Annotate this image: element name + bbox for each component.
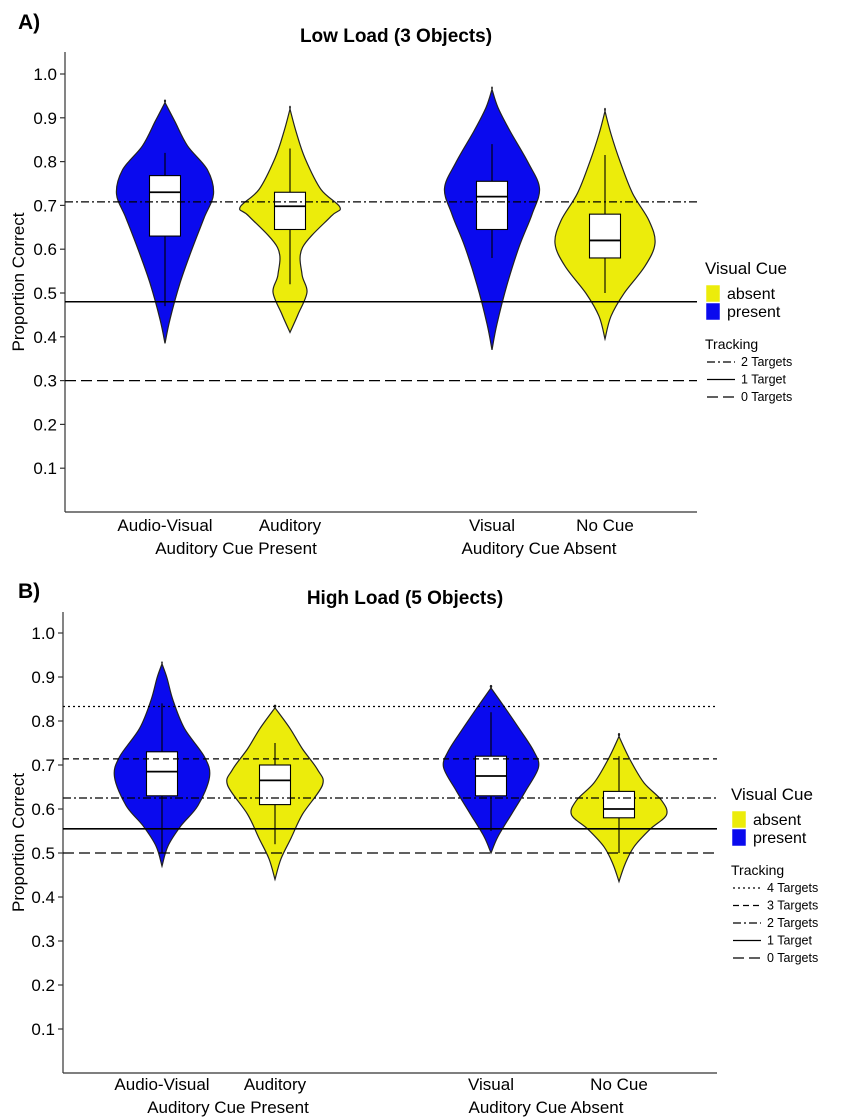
y-tick-label: 0.2 [31, 976, 55, 995]
tracking-legend-label: 1 Target [741, 373, 786, 387]
tracking-legend-label: 0 Targets [741, 390, 792, 404]
legend-title: Visual Cue [731, 785, 813, 804]
legend-label: present [753, 830, 807, 847]
legend-label: absent [753, 812, 802, 829]
y-tick-label: 0.4 [31, 888, 55, 907]
violin-visual [443, 86, 541, 351]
x-category-label: Audio-Visual [117, 516, 212, 535]
tracking-legend-label: 1 Target [767, 934, 812, 948]
legend-label: absent [727, 286, 776, 303]
box [588, 213, 622, 259]
x-group-label: Auditory Cue Absent [462, 539, 617, 558]
box [148, 175, 182, 237]
x-category-label: No Cue [576, 516, 634, 535]
tracking-legend-label: 3 Targets [767, 899, 818, 913]
y-tick-label: 1.0 [31, 624, 55, 643]
chart-title: Low Load (3 Objects) [300, 26, 492, 47]
x-group-label: Auditory Cue Present [155, 539, 317, 558]
x-category-label: No Cue [590, 1075, 648, 1094]
x-category-label: Audio-Visual [114, 1075, 209, 1094]
legend-swatch [705, 284, 721, 303]
y-axis-label: Proportion Correct [9, 773, 28, 912]
x-category-label: Auditory [244, 1075, 307, 1094]
panel-label: A) [18, 11, 40, 34]
tracking-legend-label: 2 Targets [767, 916, 818, 930]
tracking-legend-title: Tracking [705, 336, 758, 352]
y-tick-label: 0.1 [33, 459, 57, 478]
tracking-legend-label: 2 Targets [741, 355, 792, 369]
x-category-label: Auditory [259, 516, 322, 535]
legend-swatch [731, 810, 747, 829]
tracking-legend-title: Tracking [731, 862, 784, 878]
violin-audio-visual [113, 661, 211, 869]
y-tick-label: 0.6 [33, 240, 57, 259]
x-group-label: Auditory Cue Present [147, 1098, 309, 1117]
legend-swatch [731, 828, 747, 847]
box [602, 790, 636, 819]
box [475, 180, 509, 231]
y-tick-label: 0.8 [31, 712, 55, 731]
y-tick-label: 0.5 [33, 284, 57, 303]
y-tick-label: 0.4 [33, 328, 57, 347]
y-tick-label: 0.2 [33, 415, 57, 434]
y-tick-label: 0.9 [31, 668, 55, 687]
tracking-legend-label: 0 Targets [767, 951, 818, 965]
box [273, 191, 307, 231]
x-category-label: Visual [468, 1075, 514, 1094]
y-tick-label: 1.0 [33, 65, 57, 84]
y-axis-label: Proportion Correct [9, 212, 28, 351]
y-tick-label: 0.6 [31, 800, 55, 819]
y-tick-label: 0.7 [31, 756, 55, 775]
legend-label: present [727, 304, 781, 321]
panel-b: B) High Load (5 Objects) 0.1 0.2 0.3 0.4 0.5 0.… [9, 580, 818, 1117]
chart-title: High Load (5 Objects) [307, 588, 503, 609]
y-tick-label: 0.1 [31, 1020, 55, 1039]
violin-audio-visual [115, 99, 215, 344]
y-tick-label: 0.8 [33, 153, 57, 172]
x-category-label: Visual [469, 516, 515, 535]
y-tick-label: 0.5 [31, 844, 55, 863]
box [145, 751, 179, 797]
legend-title: Visual Cue [705, 259, 787, 278]
y-tick-label: 0.9 [33, 109, 57, 128]
violin-no-cue [554, 107, 656, 342]
panel-a: A) Low Load (3 Objects) 0.1 0.2 0.3 0.4 0.5 0.6… [9, 11, 792, 558]
y-tick-label: 0.3 [31, 932, 55, 951]
legend-swatch [705, 302, 721, 321]
y-tick-label: 0.7 [33, 196, 57, 215]
x-group-label: Auditory Cue Absent [469, 1098, 624, 1117]
y-tick-label: 0.3 [33, 372, 57, 391]
violin-visual [442, 684, 540, 855]
violin-auditory [239, 105, 341, 334]
tracking-legend-label: 4 Targets [767, 881, 818, 895]
violin-no-cue [570, 732, 668, 884]
panel-label: B) [18, 580, 40, 603]
box [258, 764, 292, 806]
